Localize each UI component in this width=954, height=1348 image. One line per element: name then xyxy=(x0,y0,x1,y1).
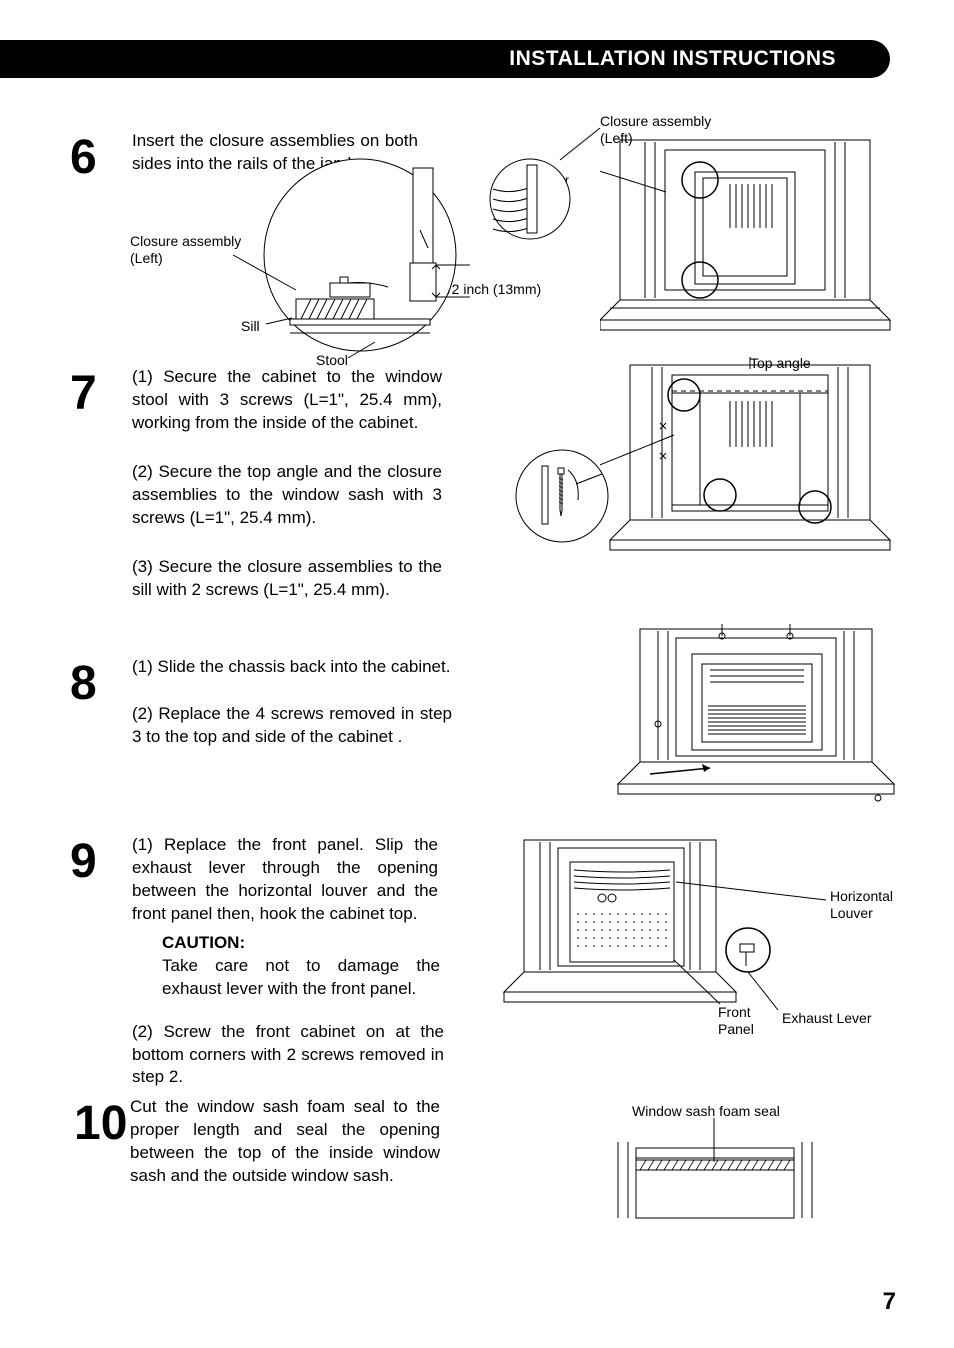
step9-caution-text: Take care not to damage the exhaust leve… xyxy=(162,955,440,1001)
step-6-number: 6 xyxy=(70,130,97,185)
step-7: 7 (1) Secure the cabinet to the window s… xyxy=(74,366,454,602)
step8-1-pre: (1) xyxy=(132,657,158,676)
step7-1: Secure the cabinet to the window stool w… xyxy=(132,367,442,432)
header-bar: INSTALLATION INSTRUCTIONS xyxy=(0,40,890,78)
step-8-number: 8 xyxy=(70,656,97,711)
step9-window-diagram xyxy=(478,826,898,1036)
indoor-side xyxy=(475,155,585,245)
step-9-number: 9 xyxy=(70,834,97,889)
step-10-number: 10 xyxy=(74,1096,127,1151)
step9-1: Replace the front panel. Slip the exhaus… xyxy=(132,835,438,923)
step-7-number: 7 xyxy=(70,366,97,421)
step8-2: Replace the 4 screws removed in step 3 t… xyxy=(132,704,452,746)
step7-2: Secure the top angle and the closure ass… xyxy=(132,462,442,527)
step9-1-pre: (1) xyxy=(132,835,164,854)
page-title: INSTALLATION INSTRUCTIONS xyxy=(509,47,836,71)
page-number: 7 xyxy=(883,1288,896,1316)
step-10-text: Cut the window sash foam seal to the pro… xyxy=(130,1096,440,1188)
step7-3: Secure the closure assemblies to the sil… xyxy=(132,557,442,599)
step-9: 9 (1) Replace the front panel. Slip the … xyxy=(74,834,454,1089)
step-10: 10 Cut the window sash foam seal to the … xyxy=(92,1096,472,1188)
step8-window-diagram xyxy=(610,614,900,814)
step8-1: Slide the chassis back into the cabinet. xyxy=(158,657,451,676)
step7-2-pre: (2) xyxy=(132,462,158,481)
step-8: 8 (1) Slide the chassis back into the ca… xyxy=(74,656,454,749)
step7-window-diagram xyxy=(600,345,900,575)
step10-window-diagram xyxy=(570,1118,860,1228)
step9-caution-label: CAUTION: xyxy=(162,932,454,955)
step9-2-pre: (2) xyxy=(132,1022,163,1041)
step7-screw-detail xyxy=(512,446,612,546)
step6-window-diagram xyxy=(600,120,900,360)
step7-3-pre: (3) xyxy=(132,557,158,576)
step8-2-pre: (2) xyxy=(132,704,158,723)
step7-1-pre: (1) xyxy=(132,367,163,386)
step9-2: Screw the front cabinet on at the bottom… xyxy=(132,1022,444,1087)
